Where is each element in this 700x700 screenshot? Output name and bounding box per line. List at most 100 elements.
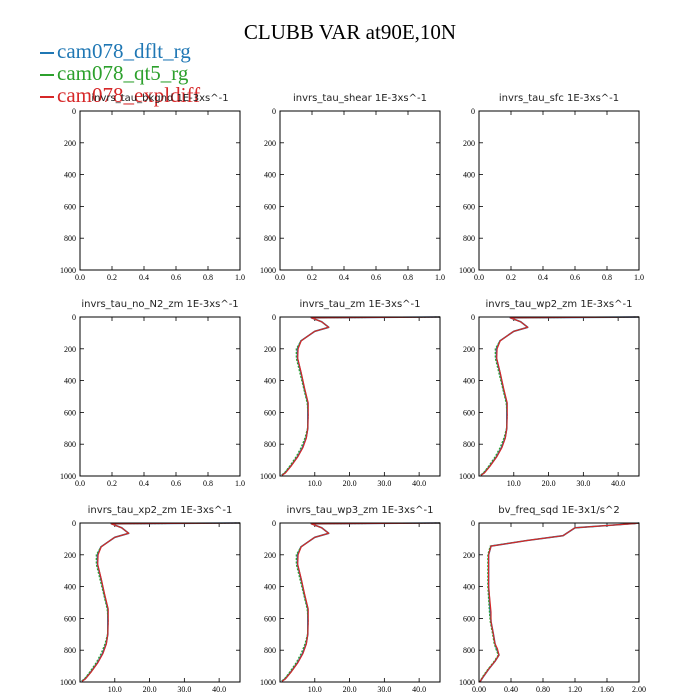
y-tick-label: 800: [64, 646, 76, 655]
panel-9: bv_freq_sqd 1E-3x1/s^2020040060080010000…: [459, 505, 646, 694]
y-tick-label: 600: [463, 614, 475, 623]
series-line-3: [81, 522, 241, 682]
y-tick-label: 200: [64, 551, 76, 560]
y-tick-label: 200: [64, 345, 76, 354]
y-tick-label: 800: [264, 234, 276, 243]
plot-frame: [79, 110, 241, 271]
y-tick-label: 1000: [459, 266, 475, 275]
panel-title: invrs_tau_wp2_zm 1E-3xs^-1: [486, 299, 633, 310]
y-tick-label: 200: [463, 345, 475, 354]
panel-title: bv_freq_sqd 1E-3x1/s^2: [498, 505, 620, 516]
y-tick-label: 400: [463, 377, 475, 386]
panel-5: invrs_tau_zm 1E-3xs^-1 0 200 400 600 800 1000 1…: [260, 299, 441, 488]
y-tick-label: 600: [64, 202, 76, 211]
series-line-2: [81, 522, 241, 682]
x-tick-label: 1.0: [235, 273, 245, 282]
panel-6: invrs_tau_wp2_zm 1E-3xs^-1 0 200 400 600 800 1…: [459, 299, 640, 488]
x-tick-label: 40.0: [412, 685, 426, 694]
x-tick-label: 0.6: [371, 273, 381, 282]
y-tick-label: 600: [264, 614, 276, 623]
legend-item-dflt: cam078_dflt_rg: [40, 40, 200, 62]
x-tick-label: 30.0: [377, 685, 391, 694]
y-tick-label: 800: [264, 646, 276, 655]
y-tick-label: 400: [463, 171, 475, 180]
panel-title: invrs_tau_no_N2_zm 1E-3xs^-1: [81, 299, 238, 310]
y-tick-label: 400: [264, 377, 276, 386]
y-tick-label: 400: [64, 377, 76, 386]
y-tick-label: 400: [264, 171, 276, 180]
legend-swatch-expldiff: [40, 96, 54, 99]
legend-label-qt5: cam078_qt5_rg: [57, 61, 189, 85]
y-tick-label: 0: [72, 313, 76, 322]
y-tick-label: 1000: [459, 472, 475, 481]
x-tick-label: 0.4: [339, 273, 349, 282]
plot-frame: [279, 110, 441, 271]
panel-8: invrs_tau_wp3_zm 1E-3xs^-1 0 200 400 600 800 1…: [260, 505, 441, 694]
y-tick-label: 1000: [260, 266, 276, 275]
y-tick-label: 1000: [260, 472, 276, 481]
plot-frame: [279, 522, 441, 683]
legend-label-expldiff: cam078_expldiff: [57, 83, 201, 107]
x-tick-label: 0.4: [139, 479, 149, 488]
x-tick-label: 0.2: [107, 479, 117, 488]
y-tick-label: 200: [463, 551, 475, 560]
y-tick-label: 1000: [60, 266, 76, 275]
y-tick-label: 0: [471, 107, 475, 116]
y-tick-label: 800: [463, 234, 475, 243]
legend-item-qt5: cam078_qt5_rg: [40, 62, 200, 84]
x-tick-label: 0.8: [203, 273, 213, 282]
x-tick-label: 0.8: [602, 273, 612, 282]
plot-frame: [478, 110, 640, 271]
x-tick-label: 20.0: [542, 479, 556, 488]
legend-item-expldiff: cam078_expldiff: [40, 84, 200, 106]
series-line-1: [281, 316, 441, 476]
x-tick-label: 10.0: [308, 479, 322, 488]
x-tick-label: 40.0: [611, 479, 625, 488]
x-tick-label: 0.00: [472, 685, 486, 694]
legend: cam078_dflt_rg cam078_qt5_rg cam078_expl…: [40, 40, 200, 106]
x-tick-label: 1.20: [568, 685, 582, 694]
y-tick-label: 800: [64, 234, 76, 243]
x-tick-label: 0.6: [171, 273, 181, 282]
y-tick-label: 400: [64, 171, 76, 180]
x-tick-label: 30.0: [576, 479, 590, 488]
panel-2: invrs_tau_shear 1E-3xs^-1 0 200 400 600 800 10…: [260, 93, 445, 282]
series-line-3: [281, 316, 441, 476]
plot-frame: [79, 522, 241, 683]
panel-title: invrs_tau_zm 1E-3xs^-1: [299, 299, 420, 310]
plot-frame: [79, 316, 241, 477]
x-tick-label: 1.60: [600, 685, 614, 694]
x-tick-label: 0.0: [275, 273, 285, 282]
y-tick-label: 400: [264, 583, 276, 592]
panel-title: invrs_tau_bkgnd 1E-3xs^-1: [91, 93, 228, 104]
x-tick-label: 1.0: [634, 273, 644, 282]
x-tick-label: 0.4: [139, 273, 149, 282]
series-line-2: [480, 316, 640, 476]
panel-title: invrs_tau_shear 1E-3xs^-1: [293, 93, 427, 104]
x-tick-label: 0.0: [474, 273, 484, 282]
series-line-3: [480, 316, 640, 476]
y-tick-label: 1000: [459, 678, 475, 687]
y-tick-label: 0: [72, 107, 76, 116]
series-line-1: [479, 522, 640, 683]
x-tick-label: 30.0: [377, 479, 391, 488]
y-tick-label: 200: [264, 139, 276, 148]
x-tick-label: 0.40: [504, 685, 518, 694]
x-tick-label: 20.0: [343, 479, 357, 488]
x-tick-label: 0.2: [307, 273, 317, 282]
x-tick-label: 10.0: [108, 685, 122, 694]
series-line-1: [281, 522, 441, 682]
x-tick-label: 1.0: [435, 273, 445, 282]
y-tick-label: 1000: [60, 678, 76, 687]
x-tick-label: 40.0: [412, 479, 426, 488]
legend-swatch-dflt: [40, 52, 54, 55]
y-tick-label: 200: [264, 551, 276, 560]
series-line-2: [281, 522, 441, 682]
x-tick-label: 0.6: [171, 479, 181, 488]
y-tick-label: 0: [471, 519, 475, 528]
y-tick-label: 0: [272, 519, 276, 528]
legend-label-dflt: cam078_dflt_rg: [57, 39, 191, 63]
panel-4: invrs_tau_no_N2_zm 1E-3xs^-1 0 200 400 600 80…: [60, 299, 245, 488]
y-tick-label: 0: [272, 107, 276, 116]
legend-swatch-qt5: [40, 74, 54, 77]
